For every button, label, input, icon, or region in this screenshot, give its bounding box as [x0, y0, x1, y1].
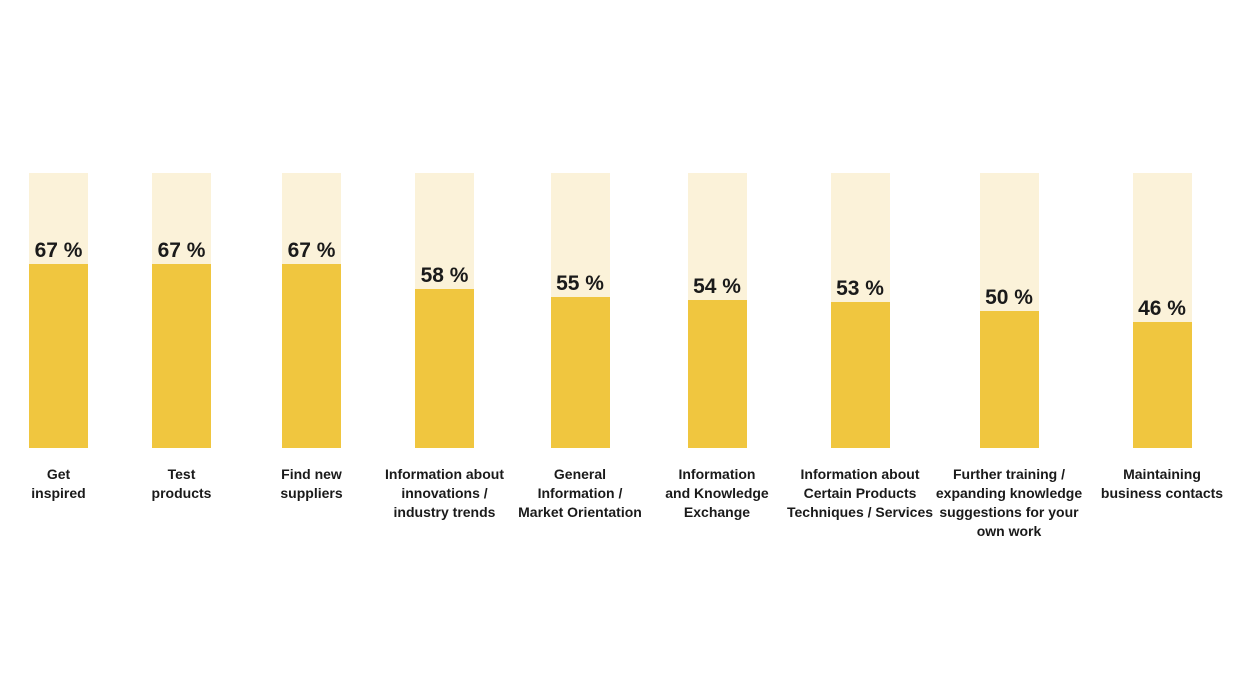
- bar-category-label: Find new suppliers: [280, 466, 343, 501]
- bar-category-label: Test products: [151, 466, 212, 501]
- bar-fill: [415, 288, 474, 448]
- bar-value-label: 50 %: [985, 285, 1033, 309]
- bar-fill: [282, 263, 341, 448]
- bar-value-label: 55 %: [556, 271, 604, 295]
- bar-fill: [550, 296, 610, 448]
- bar-fill: [979, 310, 1039, 448]
- bar-column: 46 % Maintaining business contacts: [1084, 173, 1240, 503]
- bar-value-label: 67 %: [287, 238, 336, 262]
- bar-track: 55 %: [550, 173, 610, 448]
- bar-track: 67 %: [29, 173, 88, 448]
- bar-category-label: Maintaining business contacts: [1100, 466, 1224, 501]
- bar-value-label: 53 %: [836, 277, 884, 301]
- bar-value-label: 46 %: [1138, 296, 1186, 320]
- bar-value-label: 67 %: [34, 238, 83, 262]
- bar-category-label: General Information / Market Orientation: [518, 466, 642, 520]
- bar-track: 67 %: [282, 173, 341, 448]
- bar-category-label: Information about Certain Products Techn…: [786, 466, 934, 520]
- bar-value-label: 58 %: [420, 263, 469, 287]
- bar-column: 58 % Information about innovations / indu…: [377, 173, 512, 522]
- chart-bars-row: 67 % Get inspired 67 % Test products 67 % Fin…: [0, 173, 1240, 541]
- bar-track: 54 %: [687, 173, 747, 448]
- bar-column: 53 % Information about Certain Products T…: [786, 173, 934, 522]
- bar-category-label: Information and Knowledge Exchange: [665, 466, 769, 520]
- bar-fill: [29, 263, 88, 448]
- bar-track: 67 %: [152, 173, 211, 448]
- bar-track: 53 %: [830, 173, 890, 448]
- bar-column: 55 % General Information / Market Orienta…: [512, 173, 648, 522]
- bar-column: 67 % Test products: [117, 173, 246, 503]
- bar-category-label: Further training / expanding knowledge s…: [935, 466, 1083, 539]
- bar-fill: [1132, 321, 1192, 448]
- bar-column: 67 % Get inspired: [0, 173, 117, 503]
- bar-fill: [830, 302, 890, 448]
- bar-category-label: Get inspired: [31, 466, 86, 501]
- bar-fill: [687, 299, 747, 448]
- bar-value-label: 67 %: [157, 238, 206, 262]
- bar-column: 54 % Information and Knowledge Exchange: [648, 173, 786, 522]
- bar-track: 46 %: [1132, 173, 1192, 448]
- bar-track: 58 %: [415, 173, 474, 448]
- bar-column: 67 % Find new suppliers: [246, 173, 377, 503]
- bar-value-label: 54 %: [693, 274, 741, 298]
- bar-track: 50 %: [979, 173, 1039, 448]
- bar-category-label: Information about innovations / industry…: [385, 466, 504, 520]
- bar-column: 50 % Further training / expanding knowled…: [934, 173, 1084, 541]
- bar-fill: [152, 263, 211, 448]
